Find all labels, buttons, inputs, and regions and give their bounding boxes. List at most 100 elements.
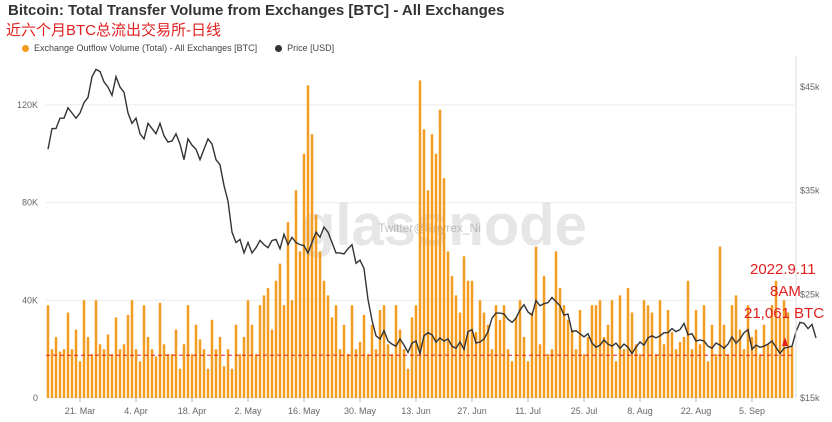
outflow-bar xyxy=(710,324,714,398)
outflow-bar xyxy=(714,354,718,398)
outflow-bar xyxy=(118,349,122,398)
outflow-bar xyxy=(774,280,778,398)
outflow-bar xyxy=(622,349,626,398)
outflow-bar xyxy=(106,334,110,398)
outflow-bar xyxy=(770,305,774,398)
outflow-bar xyxy=(406,368,410,398)
outflow-bar xyxy=(74,329,78,398)
outflow-bar xyxy=(514,317,518,398)
outflow-bar xyxy=(370,324,374,398)
outflow-bar xyxy=(154,356,158,398)
outflow-bar xyxy=(510,361,514,398)
outflow-bar xyxy=(134,349,138,398)
outflow-bar xyxy=(734,295,738,398)
outflow-bar xyxy=(414,305,418,398)
outflow-bar xyxy=(354,349,358,398)
outflow-bar xyxy=(274,280,278,398)
outflow-bar xyxy=(682,336,686,398)
outflow-bar xyxy=(698,344,702,398)
legend: Exchange Outflow Volume (Total) - All Ex… xyxy=(22,43,334,53)
outflow-bar xyxy=(250,324,254,398)
outflow-bar xyxy=(90,354,94,398)
outflow-bar xyxy=(454,295,458,398)
outflow-bar xyxy=(706,361,710,398)
outflow-bar xyxy=(686,280,690,398)
x-tick-label: 22. Aug xyxy=(681,406,712,416)
outflow-bar xyxy=(754,329,758,398)
outflow-bar xyxy=(426,190,430,398)
outflow-bar xyxy=(494,305,498,398)
outflow-bar xyxy=(262,295,266,398)
outflow-bar xyxy=(294,190,298,398)
outflow-bar xyxy=(102,349,106,398)
outflow-bar xyxy=(202,349,206,398)
outflow-bar xyxy=(438,109,442,399)
outflow-bar xyxy=(670,332,674,398)
outflow-bar xyxy=(130,300,134,398)
outflow-bar xyxy=(94,300,98,398)
outflow-bar xyxy=(298,251,302,398)
outflow-bar xyxy=(142,305,146,398)
legend-item-price[interactable]: Price [USD] xyxy=(275,43,334,53)
outflow-bar xyxy=(158,302,162,398)
outflow-bar xyxy=(386,344,390,398)
outflow-bar xyxy=(402,349,406,398)
outflow-bar xyxy=(642,300,646,398)
outflow-bar xyxy=(722,324,726,398)
outflow-bar xyxy=(678,341,682,398)
outflow-bar xyxy=(538,344,542,398)
outflow-bar xyxy=(358,341,362,398)
outflow-bar xyxy=(790,346,794,398)
outflow-bar xyxy=(498,319,502,398)
watermark-subtext: Twitter@Phyrex_Ni xyxy=(378,221,481,235)
outflow-bar xyxy=(566,319,570,398)
outflow-bar xyxy=(214,349,218,398)
legend-item-outflow[interactable]: Exchange Outflow Volume (Total) - All Ex… xyxy=(22,43,257,53)
outflow-bar xyxy=(442,178,446,398)
x-axis: 21. Mar 4. Apr 18. Apr 2. May 16. May 30. May… xyxy=(65,398,765,416)
outflow-bar xyxy=(266,288,270,398)
outflow-bar xyxy=(674,349,678,398)
outflow-bar xyxy=(198,339,202,398)
outflow-bar xyxy=(318,251,322,398)
outflow-bar xyxy=(430,134,434,399)
legend-swatch-price xyxy=(275,44,283,52)
outflow-bar xyxy=(410,317,414,398)
outflow-bar xyxy=(78,361,82,398)
outflow-bar xyxy=(662,344,666,398)
outflow-bar xyxy=(346,354,350,398)
outflow-bar xyxy=(350,305,354,398)
outflow-bar xyxy=(466,280,470,398)
y-left-tick-label: 40K xyxy=(22,295,38,305)
y-right-tick-label: $45k xyxy=(800,82,820,92)
outflow-bar xyxy=(230,368,234,398)
outflow-bar xyxy=(750,336,754,398)
outflow-bar xyxy=(378,310,382,398)
legend-label-price: Price [USD] xyxy=(287,43,335,53)
outflow-bar xyxy=(282,305,286,398)
annotation-arrow xyxy=(782,337,788,346)
outflow-bar xyxy=(330,317,334,398)
outflow-bar xyxy=(222,366,226,398)
outflow-bar xyxy=(702,305,706,398)
y-right-tick-label: $15k xyxy=(800,393,820,403)
annotation-value: 21,061 BTC xyxy=(744,305,824,322)
outflow-bar xyxy=(86,336,90,398)
outflow-bar xyxy=(290,300,294,398)
outflow-bar xyxy=(110,354,114,398)
x-tick-label: 13. Jun xyxy=(401,406,431,416)
outflow-bar xyxy=(146,336,150,398)
outflow-bar xyxy=(82,300,86,398)
outflow-bar xyxy=(446,251,450,398)
outflow-bar xyxy=(362,314,366,398)
outflow-bar xyxy=(690,349,694,398)
outflow-bar xyxy=(54,336,58,398)
outflow-bar xyxy=(570,329,574,398)
outflow-bar xyxy=(746,305,750,398)
outflow-bar xyxy=(550,349,554,398)
x-tick-label: 8. Aug xyxy=(627,406,653,416)
annotation-date: 2022.9.11 xyxy=(750,261,816,278)
y-right-tick-label: $25k xyxy=(800,289,820,299)
outflow-bar xyxy=(602,336,606,398)
